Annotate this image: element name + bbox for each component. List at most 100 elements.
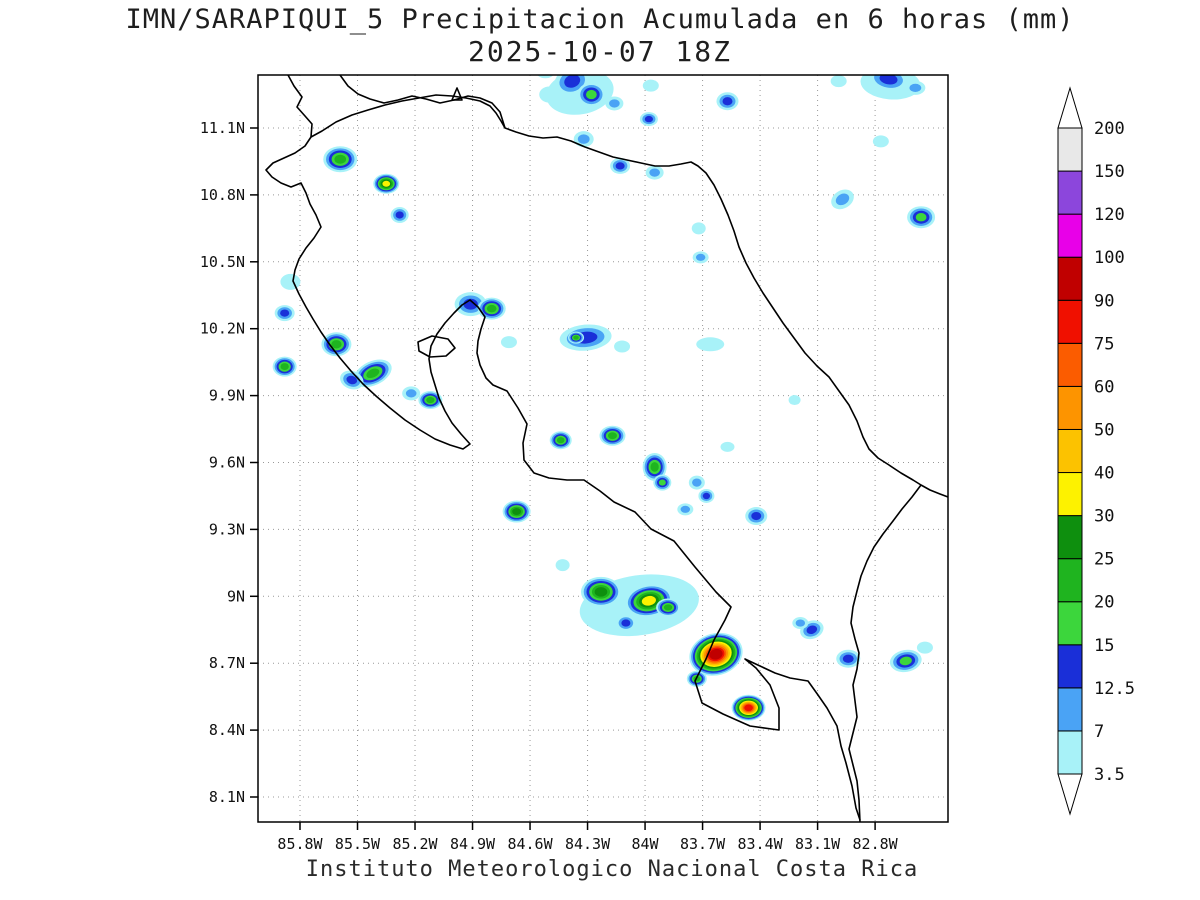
precip-contour (650, 462, 659, 472)
coastline-path (265, 136, 861, 821)
precip-contour (555, 559, 570, 572)
lon-tick-label: 83.4W (738, 835, 784, 853)
precip-contour (702, 492, 711, 500)
colorbar-level-label: 7 (1094, 722, 1104, 742)
lat-tick-label: 8.4N (209, 721, 245, 739)
precip-contour (696, 337, 725, 352)
axis-ticks (250, 127, 876, 830)
precip-contour (280, 309, 290, 317)
precip-contour (909, 83, 922, 92)
colorbar-segment (1057, 687, 1083, 732)
lat-tick-label: 10.5N (200, 253, 245, 271)
precipitation-cells (272, 75, 936, 721)
precip-contour (621, 619, 631, 627)
lon-tick-label: 85.5W (335, 835, 381, 853)
colorbar-level-label: 12.5 (1094, 679, 1135, 699)
page-title: IMN/SARAPIQUI_5 Precipitacion Acumulada … (125, 4, 1075, 35)
colorbar-level-label: 100 (1094, 248, 1125, 268)
colorbar-segment (1057, 127, 1083, 172)
precip-contour (663, 604, 673, 611)
graticule-grid (258, 75, 948, 822)
lon-tick-label: 83.7W (680, 835, 726, 853)
precip-contour (585, 89, 597, 100)
colorbar-segment (1057, 730, 1083, 775)
precip-contour (366, 368, 380, 379)
precip-contour (594, 587, 608, 597)
colorbar-level-label: 120 (1094, 205, 1125, 225)
precip-contour (691, 222, 706, 235)
precip-contour (916, 641, 933, 654)
precip-contour (658, 479, 666, 486)
colorbar-segment (1057, 428, 1083, 474)
precip-contour (395, 211, 404, 219)
coastline (265, 75, 948, 822)
lat-tick-label: 10.2N (200, 320, 245, 338)
coastline-path (339, 75, 506, 129)
precip-contour (795, 619, 806, 627)
precip-contour (680, 505, 691, 513)
lon-tick-label: 84.3W (565, 835, 611, 853)
precip-contour (614, 340, 631, 353)
colorbar-level-label: 3.5 (1094, 765, 1125, 785)
precip-contour (615, 162, 625, 170)
colorbar-segment (1057, 170, 1083, 215)
precip-contour (830, 75, 847, 88)
colorbar-arrow-down-icon (1057, 773, 1083, 816)
coastline-path (417, 335, 456, 358)
precip-contour (346, 375, 358, 385)
lon-tick-label: 82.8W (853, 835, 899, 853)
coastline-path (451, 87, 463, 101)
colorbar-arrow-up-icon (1057, 86, 1083, 129)
precip-contour (641, 595, 656, 606)
precip-contour (573, 335, 579, 340)
colorbar-segment (1057, 601, 1083, 646)
colorbar-level-label: 25 (1094, 550, 1114, 570)
colorbar-level-label: 50 (1094, 420, 1114, 440)
coastline-path (287, 75, 313, 138)
precip-contour (405, 389, 417, 398)
precip-contour (722, 97, 733, 106)
precip-contour (720, 441, 735, 452)
precip-contour (842, 654, 854, 663)
precip-contour (872, 135, 889, 148)
lat-tick-label: 9N (227, 587, 245, 605)
lat-tick-label: 9.6N (209, 454, 245, 472)
precip-contour (642, 79, 659, 92)
precip-contour (607, 432, 617, 440)
coastline-path (848, 484, 922, 822)
lat-tick-label: 9.3N (209, 520, 245, 538)
precip-contour (556, 437, 565, 444)
lon-tick-label: 84.6W (507, 835, 553, 853)
colorbar-segment (1057, 472, 1083, 517)
precip-contour (334, 154, 347, 164)
precip-contour (577, 134, 590, 144)
lat-tick-label: 8.1N (209, 788, 245, 806)
precip-contour (899, 656, 912, 666)
precip-contour (382, 180, 391, 187)
lat-tick-label: 8.7N (209, 654, 245, 672)
colorbar-segment (1057, 213, 1083, 258)
precip-contour (644, 115, 653, 123)
colorbar: 3.5 7 12.5 15 20 25 30 40 50 60 75 90 100 120 150 200 (1057, 86, 1135, 816)
lat-tick-label: 9.9N (209, 387, 245, 405)
colorbar-segment (1057, 256, 1083, 301)
precip-contour (512, 508, 522, 516)
colorbar-segment (1057, 644, 1083, 689)
lon-tick-label: 85.8W (277, 835, 323, 853)
precip-contour (788, 395, 801, 406)
colorbar-segment (1057, 385, 1083, 430)
precip-contour (280, 363, 289, 371)
precip-contour (879, 75, 898, 85)
colorbar-level-label: 200 (1094, 119, 1125, 139)
footer-institution: Instituto Meteorologico Nacional Costa R… (305, 857, 919, 882)
precip-contour (500, 336, 517, 349)
precip-contour (539, 86, 560, 103)
lat-tick-label: 11.1N (200, 119, 245, 137)
precip-contour (564, 75, 581, 88)
precip-contour (537, 75, 554, 79)
colorbar-level-label: 40 (1094, 464, 1114, 484)
precip-contour (744, 704, 753, 712)
precip-contour (695, 253, 706, 261)
precip-contour (609, 99, 620, 108)
